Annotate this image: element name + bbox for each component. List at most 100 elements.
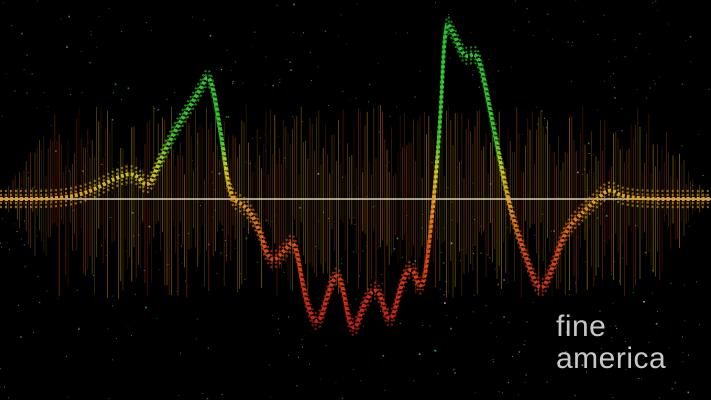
star-dot bbox=[324, 30, 326, 32]
star-dot bbox=[498, 391, 500, 393]
star-dot bbox=[43, 92, 45, 93]
waveform-strand bbox=[0, 22, 711, 330]
star-dot bbox=[590, 155, 592, 156]
star-dot bbox=[353, 217, 355, 218]
star-dot bbox=[443, 102, 444, 103]
star-dot bbox=[492, 361, 494, 363]
star-dot bbox=[524, 340, 526, 342]
star-dot bbox=[254, 31, 256, 33]
star-dot bbox=[668, 23, 670, 25]
star-dot bbox=[478, 86, 480, 88]
star-dot bbox=[546, 127, 548, 129]
star-dot bbox=[181, 245, 182, 247]
star-dot bbox=[148, 225, 151, 228]
star-dot bbox=[20, 336, 22, 338]
star-dot bbox=[359, 275, 360, 277]
star-dot bbox=[418, 353, 421, 355]
star-dot bbox=[3, 2, 4, 4]
star-dot bbox=[505, 214, 507, 216]
star-dot bbox=[256, 261, 258, 263]
star-dot bbox=[265, 56, 267, 58]
star-dot bbox=[317, 297, 319, 299]
star-dot bbox=[17, 304, 19, 306]
star-dot bbox=[447, 187, 449, 189]
star-dot bbox=[173, 224, 175, 226]
star-dot bbox=[565, 331, 568, 334]
star-dot bbox=[24, 265, 27, 268]
star-dot bbox=[446, 315, 448, 316]
star-dot bbox=[652, 292, 653, 294]
star-dot bbox=[20, 238, 22, 240]
star-dot bbox=[473, 70, 475, 72]
star-dot bbox=[196, 318, 198, 320]
star-dot bbox=[369, 84, 371, 86]
star-dot bbox=[68, 15, 70, 18]
waveform-strand bbox=[0, 31, 711, 337]
star-dot bbox=[209, 34, 212, 37]
star-dot bbox=[315, 246, 316, 248]
star-dot bbox=[195, 338, 197, 340]
star-dot bbox=[11, 25, 13, 27]
star-dot bbox=[112, 305, 114, 307]
star-dot bbox=[575, 282, 576, 284]
star-dot bbox=[227, 116, 230, 118]
star-dot bbox=[341, 397, 344, 400]
star-dot bbox=[355, 298, 357, 300]
star-dot bbox=[414, 260, 417, 262]
star-dot bbox=[156, 318, 157, 319]
star-dot bbox=[244, 278, 246, 280]
star-dot bbox=[552, 38, 554, 40]
star-dot bbox=[328, 105, 330, 106]
star-dot bbox=[108, 8, 110, 9]
star-dot bbox=[472, 74, 474, 76]
star-dot bbox=[37, 276, 39, 278]
star-dot bbox=[271, 221, 273, 222]
star-dot bbox=[447, 14, 449, 15]
star-dot bbox=[608, 60, 610, 62]
star-dot bbox=[279, 82, 281, 83]
star-dot bbox=[496, 336, 497, 338]
star-dot bbox=[26, 92, 28, 94]
star-dot bbox=[180, 352, 181, 354]
star-dot bbox=[33, 186, 35, 188]
star-dot bbox=[497, 70, 500, 72]
star-dot bbox=[449, 57, 451, 59]
star-dot bbox=[492, 181, 493, 182]
star-dot bbox=[503, 279, 505, 281]
star-dot bbox=[422, 324, 424, 326]
star-dot bbox=[202, 392, 204, 394]
star-dot bbox=[605, 215, 608, 217]
star-dot bbox=[36, 107, 38, 109]
star-dot bbox=[395, 32, 397, 34]
star-dot bbox=[534, 234, 535, 236]
star-dot bbox=[613, 87, 615, 89]
star-dot bbox=[0, 242, 2, 244]
star-dot bbox=[444, 302, 446, 304]
star-dot bbox=[389, 115, 391, 117]
star-dot bbox=[452, 368, 455, 371]
star-dot bbox=[621, 257, 623, 259]
star-dot bbox=[337, 34, 339, 36]
star-dot bbox=[380, 274, 382, 275]
star-dot bbox=[508, 382, 510, 383]
star-dot bbox=[621, 130, 623, 132]
star-dot bbox=[264, 84, 266, 86]
star-dot bbox=[685, 40, 687, 42]
star-dot bbox=[489, 257, 491, 259]
star-dot bbox=[533, 272, 535, 274]
star-dot bbox=[523, 344, 525, 346]
star-dot bbox=[461, 161, 462, 163]
star-dot bbox=[575, 0, 577, 1]
star-dot bbox=[443, 294, 445, 296]
star-dot bbox=[127, 87, 130, 90]
star-dot bbox=[588, 323, 590, 325]
star-dot bbox=[146, 22, 148, 24]
star-dot bbox=[557, 196, 559, 198]
star-dot bbox=[460, 260, 461, 262]
star-dot bbox=[609, 325, 611, 327]
star-dot bbox=[378, 131, 380, 133]
star-dot bbox=[614, 39, 616, 41]
star-dot bbox=[131, 335, 132, 337]
star-dot bbox=[585, 366, 586, 368]
star-dot bbox=[1, 218, 3, 220]
